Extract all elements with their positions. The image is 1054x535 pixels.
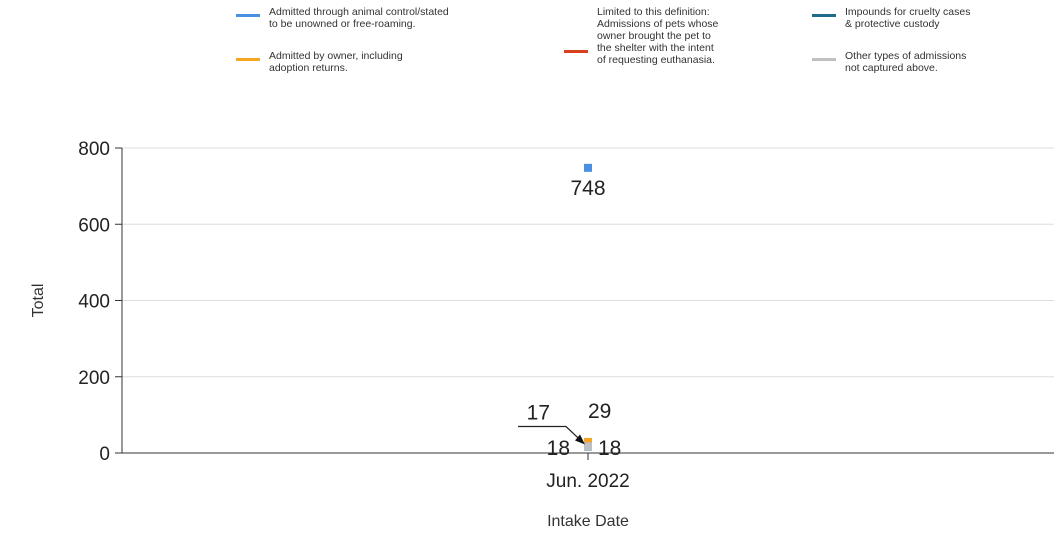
legend-label-owner: Admitted by owner, including adoption re… [269, 50, 403, 74]
legend-label-line: Other types of admissions [845, 50, 967, 62]
legend-label-line: owner brought the pet to [597, 30, 711, 42]
legend-label-line: & protective custody [845, 18, 940, 30]
legend-item-other[interactable]: Other types of admissions not captured a… [812, 50, 966, 74]
legend: Admitted through animal control/stated t… [0, 6, 1054, 106]
y-tick-label: 600 [78, 215, 110, 236]
legend-label-euthanasia: Limited to this definition: Admissions o… [597, 6, 718, 66]
data-label-cruelty: 17 [527, 402, 550, 425]
legend-label-animal-control: Admitted through animal control/stated t… [269, 6, 449, 30]
y-tick-label: 800 [78, 139, 110, 160]
callout-arrowhead [575, 434, 585, 445]
data-label-owner: 29 [588, 400, 611, 423]
legend-label-line: not captured above. [845, 62, 938, 74]
legend-label-other: Other types of admissions not captured a… [845, 50, 966, 74]
y-tick-label: 0 [99, 444, 110, 465]
data-point-owner[interactable] [584, 437, 592, 446]
legend-label-line: Admitted through animal control/stated [269, 6, 449, 18]
legend-swatch-animal-control [236, 14, 260, 17]
legend-label-line: the shelter with the intent [597, 42, 714, 54]
data-point-other[interactable] [584, 442, 592, 451]
grid [122, 147, 1054, 378]
data-marks[interactable] [584, 163, 592, 451]
data-label-animal-control: 748 [570, 177, 605, 200]
callout-line [518, 425, 584, 443]
y-tick-label: 400 [78, 292, 110, 313]
legend-label-line: Admitted by owner, including [269, 50, 403, 62]
legend-swatch-owner [236, 58, 260, 61]
legend-label-line: Admissions of pets whose [597, 18, 719, 30]
data-labels: 748 29 18 17 18 [518, 177, 621, 460]
legend-swatch-cruelty [812, 14, 836, 17]
y-ticks: 0 200 400 600 800 [78, 139, 122, 465]
legend-item-euthanasia[interactable]: Limited to this definition: Admissions o… [564, 6, 718, 66]
legend-label-line: to be unowned or free-roaming. [269, 18, 416, 30]
legend-swatch-euthanasia [564, 50, 588, 53]
x-ticks: Jun. 2022 [546, 453, 630, 492]
x-axis-title: Intake Date [547, 513, 629, 530]
data-label-euthanasia: 18 [547, 437, 570, 460]
legend-swatch-other [812, 58, 836, 61]
legend-label-line: of requesting euthanasia. [597, 54, 715, 66]
legend-item-owner[interactable]: Admitted by owner, including adoption re… [236, 50, 403, 74]
legend-item-cruelty[interactable]: Impounds for cruelty cases & protective … [812, 6, 970, 30]
y-tick-label: 200 [78, 368, 110, 389]
x-tick-label: Jun. 2022 [546, 471, 629, 492]
legend-label-line: Impounds for cruelty cases [845, 6, 971, 18]
data-point-animal-control[interactable] [584, 163, 592, 172]
y-axis-title: Total [30, 284, 47, 318]
data-label-other: 18 [598, 437, 621, 460]
legend-item-animal-control[interactable]: Admitted through animal control/stated t… [236, 6, 449, 30]
legend-label-line: Limited to this definition: [597, 6, 710, 18]
legend-label-cruelty: Impounds for cruelty cases & protective … [845, 6, 970, 30]
legend-label-line: adoption returns. [269, 62, 348, 74]
